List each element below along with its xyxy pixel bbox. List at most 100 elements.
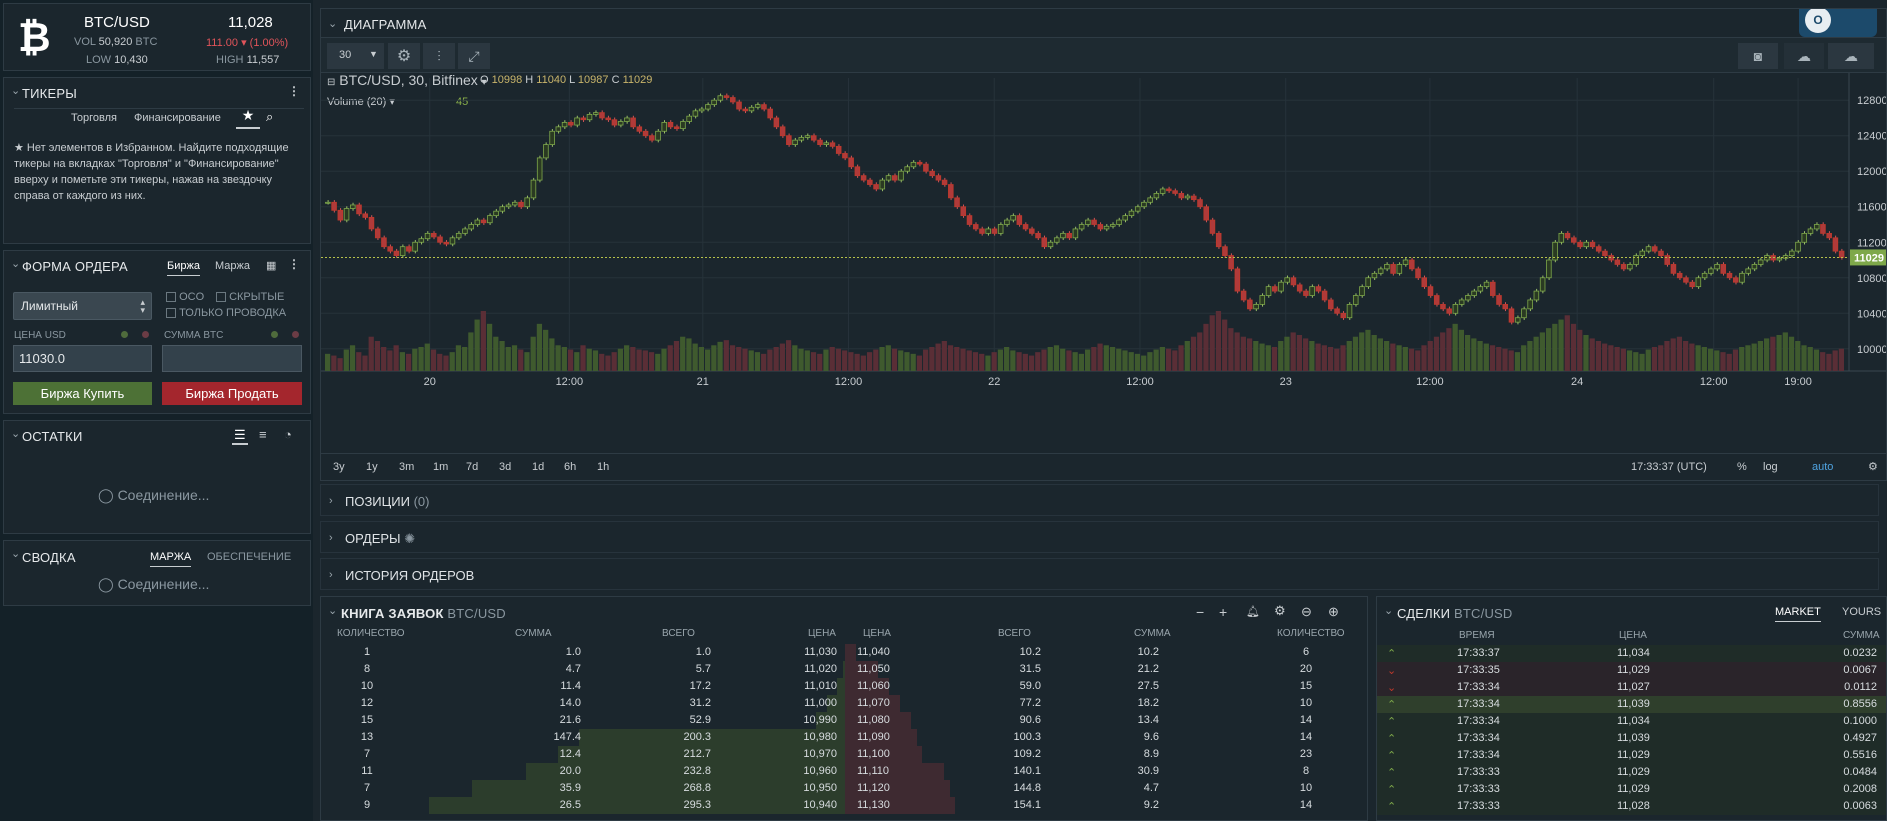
trade-row[interactable]: ⌃ 17:33:34 11,034 0.1000 bbox=[1377, 713, 1886, 730]
chevron-down-icon[interactable]: ⌄ bbox=[11, 548, 21, 560]
orderbook-row[interactable]: 13 147.4 200.3 10,980 11,090 100.3 9.6 14 bbox=[321, 729, 1367, 746]
chart-settings-icon[interactable]: ⚙ bbox=[1868, 461, 1878, 473]
calculator-icon[interactable]: ▦ bbox=[266, 260, 277, 272]
chevron-down-icon[interactable]: ⌄ bbox=[1384, 605, 1394, 617]
auto-toggle[interactable]: auto bbox=[1812, 461, 1834, 473]
symbol-legend[interactable]: ⊟ BTC/USD, 30, Bitfinex ▾ bbox=[327, 72, 487, 88]
table-view-icon[interactable]: ☰ bbox=[232, 427, 248, 445]
camera-icon[interactable]: ◙ bbox=[1738, 43, 1778, 69]
volume-line: VOL 50,920 BTC bbox=[74, 36, 158, 48]
range-1d[interactable]: 1d bbox=[532, 461, 545, 473]
order-history-panel[interactable]: › ИСТОРИЯ ОРДЕРОВ bbox=[320, 558, 1879, 590]
trade-row[interactable]: ⌃ 17:33:33 11,029 0.2008 bbox=[1377, 781, 1886, 798]
increase-precision-icon[interactable]: + bbox=[1219, 604, 1228, 620]
tab-margin[interactable]: Маржа bbox=[215, 260, 250, 272]
chevron-down-icon[interactable]: ⌄ bbox=[328, 18, 338, 30]
trade-row[interactable]: ⌃ 17:33:33 11,029 0.0484 bbox=[1377, 764, 1886, 781]
buy-button[interactable]: Биржа Купить bbox=[13, 382, 152, 405]
orderbook-row[interactable]: 15 21.6 52.9 10,990 11,080 90.6 13.4 14 bbox=[321, 712, 1367, 729]
trade-row[interactable]: ⌃ 17:33:34 11,039 0.4927 bbox=[1377, 730, 1886, 747]
range-1y[interactable]: 1y bbox=[366, 461, 378, 473]
tab-exchange[interactable]: Биржа bbox=[167, 260, 200, 276]
chevron-down-icon[interactable]: ⌄ bbox=[328, 605, 338, 617]
trade-row[interactable]: ⌃ 17:33:37 11,034 0.0232 bbox=[1377, 645, 1886, 662]
sell-button[interactable]: Биржа Продать bbox=[162, 382, 302, 405]
trade-row[interactable]: ⌄ 17:33:35 11,029 0.0067 bbox=[1377, 662, 1886, 679]
positions-panel[interactable]: › ПОЗИЦИИ (0) bbox=[320, 484, 1879, 516]
tab-collateral[interactable]: ОБЕСПЕЧЕНИЕ bbox=[207, 551, 292, 563]
range-3d[interactable]: 3d bbox=[499, 461, 512, 473]
zoom-out-icon[interactable]: ⊖ bbox=[1301, 604, 1312, 619]
volume-bar bbox=[742, 348, 748, 371]
orderbook-row[interactable]: 11 20.0 232.8 10,960 11,110 140.1 30.9 8 bbox=[321, 763, 1367, 780]
orderbook-row[interactable]: 7 35.9 268.8 10,950 11,120 144.8 4.7 10 bbox=[321, 780, 1367, 797]
candle-body bbox=[443, 241, 449, 245]
candle-body bbox=[1683, 277, 1689, 283]
indicators-icon[interactable]: ⫶ bbox=[423, 43, 455, 69]
range-1h[interactable]: 1h bbox=[597, 461, 610, 473]
trade-row[interactable]: ⌄ 17:33:34 11,027 0.0112 bbox=[1377, 679, 1886, 696]
post-only-checkbox[interactable]: ТОЛЬКО ПРОВОДКА bbox=[166, 307, 286, 319]
pie-chart-icon[interactable]: ◔ bbox=[284, 427, 292, 442]
volume-bar bbox=[1365, 329, 1371, 371]
chevron-down-icon[interactable]: ⌄ bbox=[11, 258, 21, 270]
trade-row[interactable]: ⌃ 17:33:34 11,029 0.5516 bbox=[1377, 747, 1886, 764]
range-1m[interactable]: 1m bbox=[433, 461, 449, 473]
volume-bar bbox=[767, 349, 773, 371]
list-view-icon[interactable]: ≡ bbox=[259, 427, 267, 442]
chevron-down-icon[interactable]: ⌄ bbox=[11, 428, 21, 440]
tab-yours[interactable]: YOURS bbox=[1842, 606, 1882, 618]
percent-toggle[interactable]: % bbox=[1737, 461, 1747, 473]
trade-cell: 17:33:37 bbox=[1457, 647, 1500, 659]
settings-gear-icon[interactable]: ⚙ bbox=[388, 43, 420, 69]
price-input[interactable]: 11030.0 bbox=[13, 345, 152, 372]
cloud-upload-icon[interactable]: ☁ bbox=[1828, 43, 1874, 69]
tab-funding[interactable]: Финансирование bbox=[134, 112, 221, 124]
orderbook-row[interactable]: 10 11.4 17.2 11,010 11,060 59.0 27.5 15 bbox=[321, 678, 1367, 695]
order-type-select[interactable]: Лимитный ▴ ▾ bbox=[13, 292, 152, 320]
orderbook-row[interactable]: 9 26.5 295.3 10,940 11,130 154.1 9.2 14 bbox=[321, 797, 1367, 814]
range-6h[interactable]: 6h bbox=[564, 461, 577, 473]
settings-gear-icon[interactable]: ⚙ bbox=[1274, 603, 1286, 618]
candle-body bbox=[910, 161, 917, 168]
volume-bar bbox=[947, 345, 954, 371]
trade-row[interactable]: ⌃ 17:33:34 11,039 0.8556 bbox=[1377, 696, 1886, 713]
candle-body bbox=[1633, 255, 1639, 265]
zoom-in-icon[interactable]: ⊕ bbox=[1328, 604, 1339, 619]
chevron-down-icon[interactable]: ⌄ bbox=[11, 85, 21, 97]
hidden-checkbox[interactable]: СКРЫТЫЕ bbox=[216, 291, 284, 303]
trade-cell: 0.8556 bbox=[1843, 698, 1877, 710]
favorites-star-icon[interactable]: ★ bbox=[236, 107, 260, 129]
volume-bar bbox=[960, 348, 966, 371]
orderbook-row[interactable]: 1 1.0 1.0 11,030 11,040 10.2 10.2 6 bbox=[321, 644, 1367, 661]
volume-bar bbox=[561, 347, 567, 371]
range-7d[interactable]: 7d bbox=[466, 461, 479, 473]
range-3m[interactable]: 3m bbox=[399, 461, 415, 473]
log-toggle[interactable]: log bbox=[1763, 461, 1778, 473]
more-menu-icon[interactable]: ⋮ bbox=[288, 257, 300, 271]
tab-summary-margin[interactable]: МАРЖА bbox=[150, 551, 192, 567]
trade-row[interactable]: ⌃ 17:33:33 11,028 0.0063 bbox=[1377, 798, 1886, 815]
volume-legend[interactable]: Volume (20) ▾ 45 bbox=[327, 96, 469, 108]
ask-depth-bar bbox=[845, 729, 917, 746]
tab-trading[interactable]: Торговля bbox=[71, 112, 117, 124]
orderbook-row[interactable]: 12 14.0 31.2 11,000 11,070 77.2 18.2 10 bbox=[321, 695, 1367, 712]
oco-checkbox[interactable]: OCO bbox=[166, 291, 204, 303]
orderbook-row[interactable]: 8 4.7 5.7 11,020 11,050 31.5 21.2 20 bbox=[321, 661, 1367, 678]
cloud-download-icon[interactable]: ☁ bbox=[1784, 43, 1824, 69]
orderbook-row[interactable]: 7 12.4 212.7 10,970 11,100 109.2 8.9 23 bbox=[321, 746, 1367, 763]
decrease-precision-icon[interactable]: − bbox=[1196, 604, 1205, 620]
trade-cell: 0.1000 bbox=[1843, 715, 1877, 727]
price-chart[interactable]: 12800 12400 12000 11600 11200 10800 10400 10000… bbox=[321, 73, 1887, 453]
orders-panel[interactable]: › ОРДЕРЫ ✺ bbox=[320, 521, 1879, 553]
range-3y[interactable]: 3y bbox=[333, 461, 345, 473]
tab-market[interactable]: MARKET bbox=[1775, 606, 1821, 622]
bell-icon[interactable]: 🔔︎ bbox=[1246, 606, 1260, 618]
more-menu-icon[interactable]: ⋮ bbox=[288, 84, 300, 98]
candle-body bbox=[916, 161, 923, 165]
amount-input[interactable] bbox=[162, 345, 302, 372]
interval-select[interactable]: 30 ▼ bbox=[327, 43, 384, 69]
candle-body bbox=[655, 130, 661, 141]
fullscreen-icon[interactable]: ⤢ bbox=[458, 43, 490, 69]
search-icon[interactable]: ⌕ bbox=[266, 109, 274, 124]
